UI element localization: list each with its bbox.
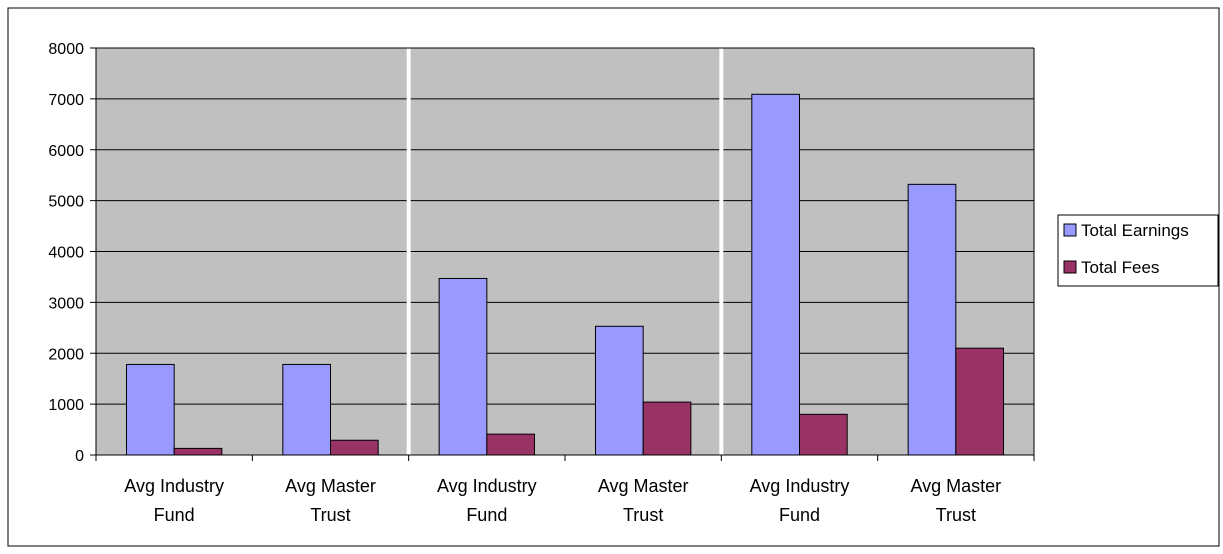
- x-category-label: Avg Master: [598, 476, 689, 496]
- legend-box: [1057, 214, 1219, 287]
- y-tick-label: 0: [75, 448, 84, 465]
- x-category-label: Avg Industry: [437, 476, 537, 496]
- y-tick-label: 4000: [48, 245, 84, 262]
- x-category-label: Avg Industry: [750, 476, 850, 496]
- y-tick-label: 5000: [48, 194, 84, 211]
- legend-label: Total Earnings: [1081, 221, 1189, 240]
- legend-swatch: [1063, 223, 1077, 237]
- fees-bar: [642, 401, 692, 456]
- fees-bar: [330, 439, 379, 456]
- earnings-bar: [125, 363, 175, 456]
- y-axis-ticks: 0 1000 2000 3000 4000 5000 6000 7000 8000: [48, 41, 96, 465]
- earnings-bar: [594, 325, 644, 456]
- earnings-bar: [907, 183, 957, 456]
- y-tick-label: 3000: [48, 295, 84, 312]
- group-separators: [406, 48, 724, 455]
- x-category-label: Fund: [154, 505, 195, 525]
- earnings-bar: [438, 277, 488, 456]
- y-tick-label: 2000: [48, 346, 84, 363]
- fees-bar: [486, 433, 536, 456]
- x-category-label: Trust: [936, 505, 976, 525]
- x-category-label: Avg Master: [910, 476, 1001, 496]
- x-axis-categories: Avg Industry Fund Avg Master Trust Avg Indus…: [95, 455, 1035, 525]
- x-category-label: Avg Master: [285, 476, 376, 496]
- fees-bar: [799, 413, 848, 456]
- x-category-label: Fund: [466, 505, 507, 525]
- legend-label: Total Fees: [1081, 258, 1159, 277]
- x-category-label: Fund: [779, 505, 820, 525]
- y-tick-label: 8000: [48, 41, 84, 58]
- x-category-label: Trust: [310, 505, 350, 525]
- earnings-bar: [282, 363, 331, 456]
- y-tick-label: 7000: [48, 92, 84, 109]
- gridlines: [96, 47, 1034, 405]
- x-category-label: Avg Industry: [124, 476, 224, 496]
- legend-swatch: [1063, 260, 1077, 274]
- y-tick-label: 6000: [48, 143, 84, 160]
- legend: Total Earnings Total Fees: [1057, 214, 1219, 287]
- x-category-label: Trust: [623, 505, 663, 525]
- fees-bar: [955, 347, 1005, 456]
- y-tick-label: 1000: [48, 397, 84, 414]
- earnings-bar: [751, 93, 801, 456]
- bars: [125, 93, 1005, 456]
- fees-bar: [173, 447, 223, 456]
